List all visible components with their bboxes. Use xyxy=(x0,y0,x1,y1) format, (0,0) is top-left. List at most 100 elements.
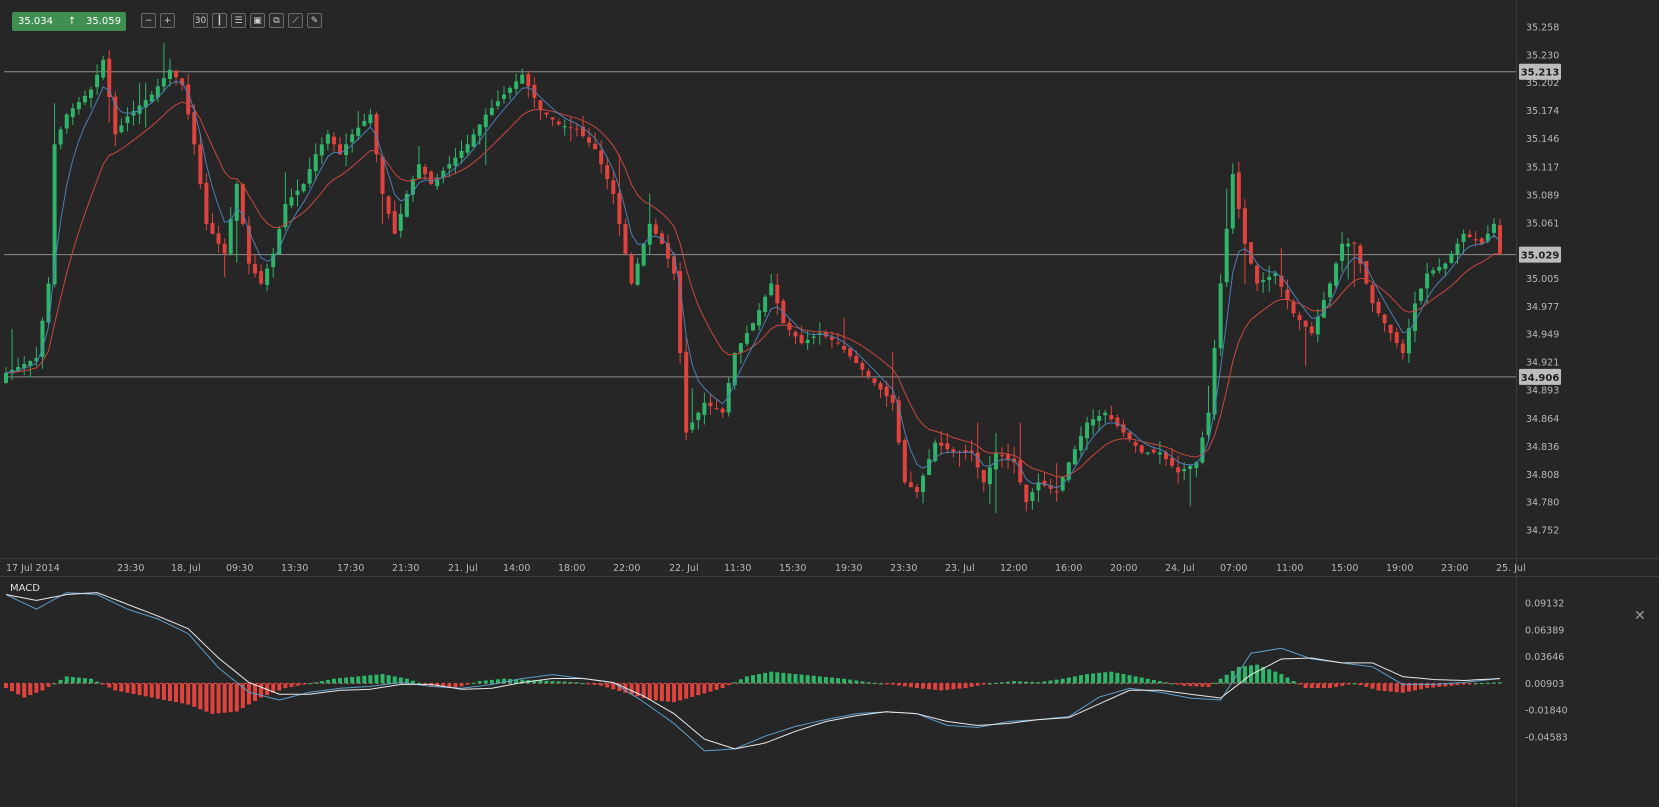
candle-down[interactable] xyxy=(914,487,919,493)
zoom-in-icon[interactable]: + xyxy=(160,13,175,28)
candle-down[interactable] xyxy=(908,482,913,488)
candle-up[interactable] xyxy=(58,129,63,145)
chart-type-icon[interactable]: ▣ xyxy=(250,13,265,28)
candle-up[interactable] xyxy=(1085,422,1090,439)
candle-down[interactable] xyxy=(617,192,622,224)
candle-up[interactable] xyxy=(22,363,27,369)
candle-down[interactable] xyxy=(884,386,889,397)
candle-up[interactable] xyxy=(101,59,106,78)
candle-up[interactable] xyxy=(234,184,239,221)
candles-icon[interactable]: ┃ xyxy=(212,13,227,28)
candle-up[interactable] xyxy=(471,134,476,147)
candle-down[interactable] xyxy=(878,383,883,390)
candle-down[interactable] xyxy=(665,242,670,259)
candle-down[interactable] xyxy=(1479,238,1484,244)
candle-down[interactable] xyxy=(392,211,397,234)
candle-up[interactable] xyxy=(1425,273,1430,289)
candle-up[interactable] xyxy=(495,101,500,107)
candle-up[interactable] xyxy=(489,107,494,115)
candle-up[interactable] xyxy=(726,382,731,413)
candle-up[interactable] xyxy=(70,108,75,118)
candle-up[interactable] xyxy=(265,268,270,285)
candle-down[interactable] xyxy=(374,114,379,155)
candle-up[interactable] xyxy=(350,134,355,143)
candle-up[interactable] xyxy=(502,94,506,99)
candle-down[interactable] xyxy=(629,255,634,284)
candle-up[interactable] xyxy=(702,402,707,415)
candle-down[interactable] xyxy=(429,171,434,185)
timeframe-button[interactable]: 30 xyxy=(193,13,208,28)
candle-down[interactable] xyxy=(1370,284,1375,304)
candle-down[interactable] xyxy=(423,166,428,175)
candle-down[interactable] xyxy=(714,408,719,410)
candle-down[interactable] xyxy=(793,331,798,337)
candle-up[interactable] xyxy=(562,126,567,128)
candle-down[interactable] xyxy=(1242,208,1247,244)
candle-up[interactable] xyxy=(1188,465,1193,469)
candle-up[interactable] xyxy=(119,125,124,133)
candle-down[interactable] xyxy=(720,408,725,413)
candle-down[interactable] xyxy=(1176,467,1181,473)
candle-up[interactable] xyxy=(1103,412,1108,416)
candle-up[interactable] xyxy=(1212,348,1217,415)
candle-up[interactable] xyxy=(921,475,926,493)
candle-up[interactable] xyxy=(744,333,749,344)
candle-down[interactable] xyxy=(963,450,968,453)
candle-up[interactable] xyxy=(1267,276,1272,280)
candle-up[interactable] xyxy=(732,353,737,386)
candle-down[interactable] xyxy=(854,356,859,363)
candle-up[interactable] xyxy=(1066,462,1071,480)
candle-up[interactable] xyxy=(16,366,21,372)
candle-down[interactable] xyxy=(538,100,543,110)
candle-down[interactable] xyxy=(1352,242,1357,244)
candle-up[interactable] xyxy=(1406,328,1411,354)
candle-down[interactable] xyxy=(1163,452,1168,460)
candle-down[interactable] xyxy=(550,117,555,120)
candle-up[interactable] xyxy=(647,223,652,245)
candle-down[interactable] xyxy=(574,128,579,130)
zoom-out-icon[interactable]: − xyxy=(141,13,156,28)
candle-down[interactable] xyxy=(939,442,944,446)
candle-up[interactable] xyxy=(149,94,154,102)
candle-up[interactable] xyxy=(769,283,774,296)
candle-down[interactable] xyxy=(204,182,209,224)
candle-up[interactable] xyxy=(1145,452,1150,454)
candle-down[interactable] xyxy=(890,394,895,403)
candle-up[interactable] xyxy=(1334,263,1339,286)
candle-up[interactable] xyxy=(46,283,51,323)
candle-down[interactable] xyxy=(981,469,986,483)
candle-down[interactable] xyxy=(611,180,616,195)
candle-up[interactable] xyxy=(1224,228,1229,283)
candle-up[interactable] xyxy=(1200,437,1205,463)
candle-down[interactable] xyxy=(174,70,179,78)
candle-up[interactable] xyxy=(1491,223,1496,233)
indicators-icon[interactable]: ☰ xyxy=(231,13,246,28)
candle-up[interactable] xyxy=(368,114,373,124)
candle-up[interactable] xyxy=(1230,174,1235,229)
candle-up[interactable] xyxy=(1412,303,1417,332)
candle-up[interactable] xyxy=(228,218,233,254)
candle-down[interactable] xyxy=(1382,314,1387,324)
candle-up[interactable] xyxy=(1194,462,1199,468)
candle-down[interactable] xyxy=(872,378,877,383)
candle-down[interactable] xyxy=(1255,265,1260,284)
candle-down[interactable] xyxy=(222,243,227,254)
candle-up[interactable] xyxy=(1206,412,1211,435)
candle-up[interactable] xyxy=(1327,283,1332,298)
candle-up[interactable] xyxy=(635,263,640,285)
candle-down[interactable] xyxy=(240,183,245,224)
candle-up[interactable] xyxy=(483,114,488,128)
candle-down[interactable] xyxy=(1236,172,1241,209)
candle-up[interactable] xyxy=(1443,263,1448,269)
candle-down[interactable] xyxy=(1139,445,1144,453)
candle-down[interactable] xyxy=(526,73,531,87)
candle-up[interactable] xyxy=(1461,233,1466,242)
candle-down[interactable] xyxy=(902,440,907,483)
candle-down[interactable] xyxy=(380,156,385,195)
candle-up[interactable] xyxy=(811,336,816,338)
candle-down[interactable] xyxy=(799,334,804,344)
candle-down[interactable] xyxy=(593,143,598,150)
candle-up[interactable] xyxy=(416,164,421,179)
candle-up[interactable] xyxy=(404,194,409,217)
candle-up[interactable] xyxy=(1315,316,1320,335)
